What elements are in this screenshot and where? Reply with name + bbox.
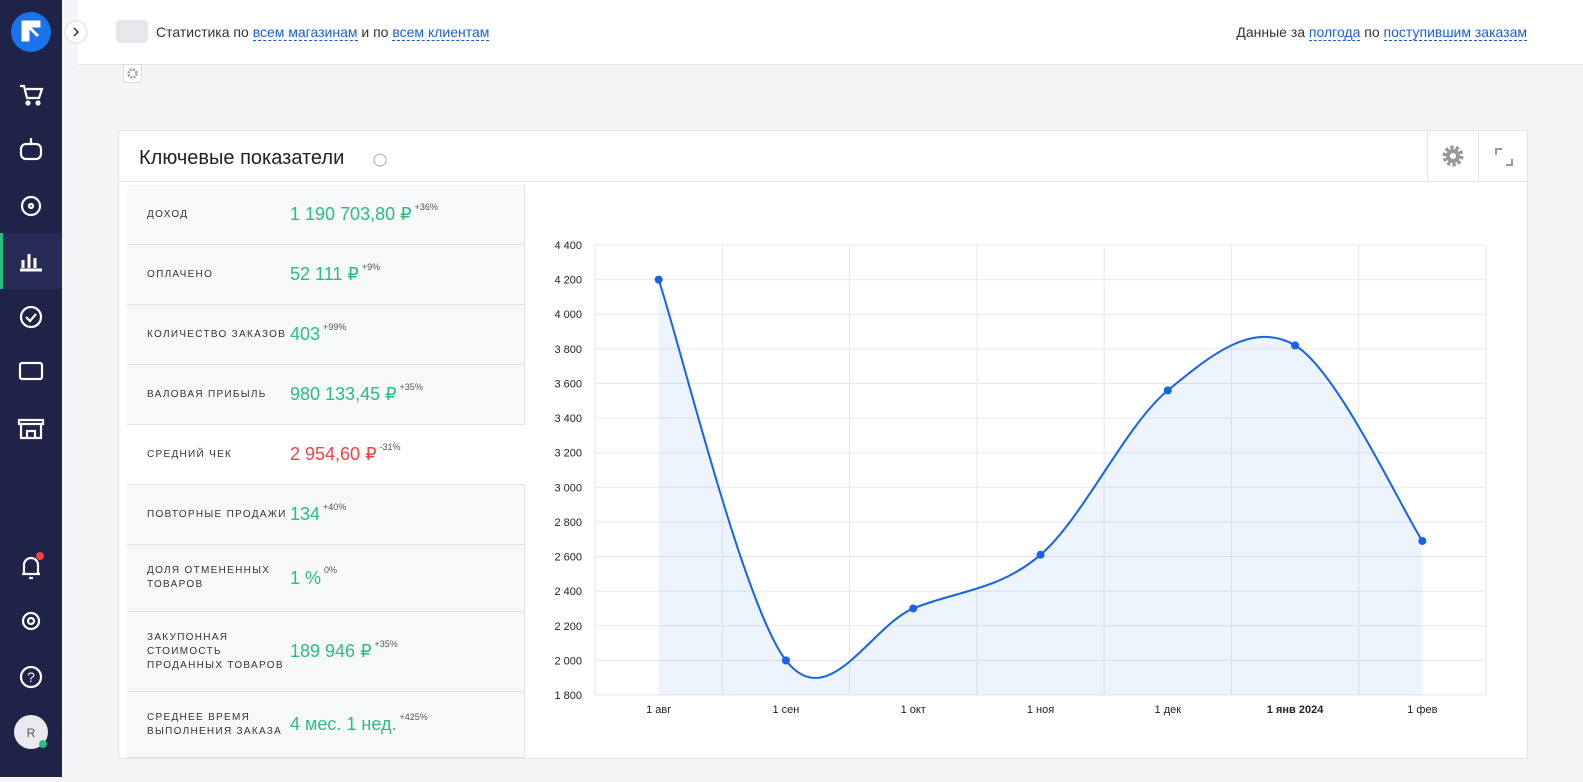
- metric-change: +99%: [323, 321, 347, 332]
- area: [658, 279, 1423, 695]
- metric-change: -31%: [379, 441, 401, 452]
- sidebar-icons: ? R: [0, 12, 62, 749]
- x-tick-label: 1 ноя: [1027, 704, 1054, 716]
- y-tick-label: 3 800: [554, 344, 582, 356]
- kpi-panel: Ключевые показатели ДОХОД 1 190 703,80 ₽ +…: [118, 130, 1528, 759]
- y-tick-label: 2 800: [554, 517, 582, 529]
- help-icon[interactable]: [373, 153, 387, 167]
- metric-label: ЗАКУПОННАЯ СТОИМОСТЬ ПРОДАННЫХ ТОВАРОВ: [147, 631, 284, 671]
- point: [654, 275, 663, 284]
- svg-text:?: ?: [27, 669, 35, 685]
- point: [1291, 341, 1300, 350]
- metric-change: +9%: [361, 261, 381, 272]
- metric-row: ДОХОД 1 190 703,80 ₽ +36%: [127, 185, 525, 245]
- x-tick-label: 1 дек: [1155, 704, 1182, 716]
- metric-value: 52 111 ₽: [290, 264, 359, 284]
- text: и по: [361, 24, 389, 40]
- text: Данные за: [1236, 24, 1306, 40]
- metric-row: ПОВТОРНЫЕ ПРОДАЖИ 134 +40%: [127, 485, 525, 545]
- point: [1163, 386, 1172, 395]
- collapse-button[interactable]: [64, 20, 88, 44]
- metric-row: ВАЛОВАЯ ПРИБЫЛЬ 980 133,45 ₽ +35%: [127, 365, 525, 425]
- metric-row: ЗАКУПОННАЯ СТОИМОСТЬ ПРОДАННЫХ ТОВАРОВ 18…: [127, 612, 525, 692]
- filter-text: Статистика по всем магазинам и по всем к…: [156, 24, 490, 41]
- metric-label: ПОВТОРНЫЕ ПРОДАЖИ: [147, 508, 287, 520]
- avatar[interactable]: R: [27, 726, 36, 740]
- metric-label: ОПЛАЧЕНО: [147, 268, 214, 280]
- metric-change: +35%: [399, 381, 423, 392]
- sidebar: ? R: [0, 0, 62, 777]
- metric-row: СРЕДНИЙ ЧЕК 2 954,60 ₽ -31%: [127, 425, 525, 485]
- y-tick-label: 4 000: [554, 309, 582, 321]
- text: Статистика по: [156, 24, 249, 40]
- x-tick-label: 1 янв 2024: [1267, 704, 1324, 716]
- metric-row: ОПЛАЧЕНО 52 111 ₽ +9%: [127, 245, 525, 305]
- link[interactable]: всем клиентам: [392, 24, 490, 41]
- point: [1036, 550, 1045, 559]
- metric-value: 980 133,45 ₽: [290, 384, 397, 404]
- y-tick-label: 1 800: [554, 690, 582, 702]
- link[interactable]: полгода: [1308, 24, 1361, 41]
- metric-row: ДОЛЯ ОТМЕНЕННЫХ ТОВАРОВ 1 % 0%: [127, 545, 525, 612]
- y-tick-label: 2 000: [554, 655, 582, 667]
- x-tick-label: 1 сен: [772, 704, 799, 716]
- metric-value: 2 954,60 ₽: [290, 444, 377, 464]
- y-tick-label: 3 200: [554, 448, 582, 460]
- y-tick-label: 3 000: [554, 482, 582, 494]
- metric-change: +40%: [323, 501, 347, 512]
- metric-row: КОЛИЧЕСТВО ЗАКАЗОВ 403 +99%: [127, 305, 525, 365]
- y-tick-label: 2 400: [554, 586, 582, 598]
- metric-row: СРЕДНЕЕ ВРЕМЯ ВЫПОЛНЕНИЯ ЗАКАЗА 4 мес. 1 …: [127, 692, 525, 758]
- metric-value: 403: [290, 324, 321, 344]
- metric-label: ДОЛЯ ОТМЕНЕННЫХ ТОВАРОВ: [147, 565, 271, 590]
- metric-change: 0%: [324, 565, 338, 575]
- link[interactable]: поступившим заказам: [1383, 24, 1527, 41]
- metric-value: 1 %: [290, 567, 322, 588]
- metric-value: 134: [290, 504, 321, 524]
- settings-button[interactable]: [1427, 131, 1479, 181]
- x-tick-label: 1 окт: [901, 704, 926, 716]
- metric-label: КОЛИЧЕСТВО ЗАКАЗОВ: [147, 328, 287, 340]
- metric-value: 4 мес. 1 нед.: [290, 714, 397, 734]
- y-tick-label: 2 600: [554, 552, 582, 564]
- top-bar: Статистика по всем магазинам и по всем к…: [64, 0, 1583, 65]
- y-tick-label: 4 200: [554, 275, 582, 287]
- help-badge[interactable]: [116, 20, 148, 43]
- panel-header: Ключевые показатели: [119, 131, 1527, 182]
- x-tick-label: 1 фев: [1407, 704, 1437, 716]
- y-tick-label: 4 400: [554, 240, 582, 252]
- metric-label: ВАЛОВАЯ ПРИБЫЛЬ: [147, 388, 267, 400]
- metric-label: СРЕДНИЙ ЧЕК: [147, 448, 233, 460]
- metric-value: 1 190 703,80 ₽: [290, 204, 412, 224]
- x-tick-label: 1 авг: [646, 704, 671, 716]
- period-text: Данные за полгода по поступившим заказам: [1236, 24, 1527, 41]
- metric-change: +425%: [399, 711, 428, 722]
- point: [1418, 536, 1427, 545]
- chart: 1 800 2 000 2 200 2 400 2 600 2 800 3 000 3 200…: [554, 240, 1487, 716]
- panel-title: Ключевые показатели: [139, 147, 345, 169]
- y-tick-label: 2 200: [554, 621, 582, 633]
- metric-change: +35%: [374, 638, 398, 649]
- settings-small[interactable]: [123, 64, 143, 84]
- metric-label: ДОХОД: [147, 208, 189, 220]
- point: [909, 604, 918, 613]
- metric-label: СРЕДНЕЕ ВРЕМЯ ВЫПОЛНЕНИЯ ЗАКАЗА: [147, 711, 283, 737]
- metrics-list: ДОХОД 1 190 703,80 ₽ +36% ОПЛАЧЕНО 52 111 ₽ +…: [127, 185, 525, 758]
- text: по: [1364, 24, 1380, 40]
- y-tick-label: 3 600: [554, 378, 582, 390]
- expand-button[interactable]: [1493, 146, 1515, 168]
- metric-change: +36%: [414, 201, 438, 212]
- link[interactable]: всем магазинам: [252, 24, 358, 41]
- y-tick-label: 3 400: [554, 413, 582, 425]
- point: [781, 656, 790, 665]
- metric-value: 189 946 ₽: [290, 641, 372, 661]
